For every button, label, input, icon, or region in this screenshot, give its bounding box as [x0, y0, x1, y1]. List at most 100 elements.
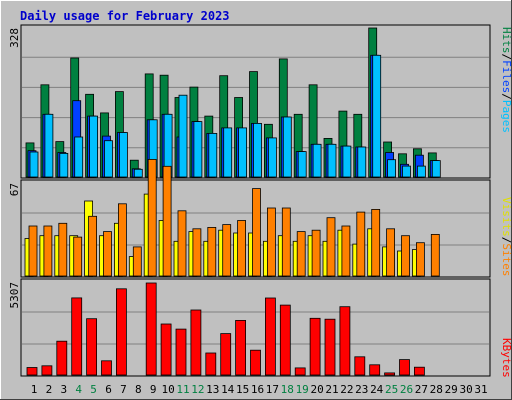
sites-bar [266, 207, 276, 277]
x-tick-label: 23 [355, 383, 368, 396]
sites-bar [296, 231, 306, 277]
pages-bar [312, 143, 322, 178]
legend-separator: / [500, 237, 512, 244]
kbytes-bar [399, 359, 410, 376]
legend-files: Files [500, 60, 512, 93]
pages-bar [387, 159, 397, 178]
pages-bar [327, 143, 337, 178]
sites-bar [207, 226, 217, 277]
sites-bar [132, 246, 142, 277]
sites-bar [386, 228, 396, 277]
pages-bar [178, 94, 188, 178]
x-tick-label: 11 [176, 383, 189, 396]
kbytes-legend: KBytes [500, 338, 512, 378]
x-tick-label: 8 [135, 383, 142, 396]
kbytes-bar [279, 304, 291, 376]
x-tick-label: 1 [31, 383, 38, 396]
sites-bar [371, 208, 381, 277]
kbytes-bar [205, 352, 217, 376]
sites-legend: Visits/Sites [500, 197, 512, 277]
x-tick-label: 18 [281, 383, 294, 396]
x-tick-label: 31 [474, 383, 487, 396]
pages-bar [59, 152, 69, 178]
pages-bar [104, 140, 113, 178]
pages-bar [431, 160, 441, 178]
hits-ymax-label: 328 [8, 28, 21, 48]
kbytes-bar [324, 318, 336, 376]
x-tick-label: 27 [415, 383, 428, 396]
pages-bar [89, 115, 98, 178]
x-tick-label: 12 [191, 383, 204, 396]
legend-sites: Sites [500, 243, 512, 276]
x-tick-label: 26 [400, 383, 413, 396]
legend-separator: / [500, 54, 512, 61]
sites-bar [147, 158, 157, 277]
sites-bar [28, 225, 38, 277]
kbytes-bar [145, 282, 157, 376]
kbytes-bar [56, 340, 68, 376]
x-tick-label: 2 [46, 383, 53, 396]
x-tick-label: 16 [251, 383, 264, 396]
x-tick-label: 9 [150, 383, 157, 396]
legend-visits: Visits [500, 197, 512, 237]
chart-title: Daily usage for February 2023 [20, 9, 230, 23]
pages-bar [29, 151, 39, 178]
pages-bar [133, 168, 143, 178]
pages-bar [208, 132, 218, 178]
pages-bar [223, 127, 233, 178]
kbytes-bar [86, 318, 97, 376]
kbytes-bar [26, 367, 38, 376]
kbytes-bar [339, 306, 351, 376]
sites-bar [252, 188, 261, 277]
kbytes-bar [250, 349, 261, 376]
sites-bar [326, 217, 336, 277]
pages-bar [74, 136, 84, 178]
kbytes-bar [384, 372, 396, 376]
kbytes-bar [264, 297, 276, 376]
pages-bar [282, 116, 292, 178]
x-tick-label: 3 [60, 383, 67, 396]
pages-bar [342, 145, 352, 178]
x-tick-label: 14 [221, 383, 235, 396]
sites-bar [73, 236, 83, 277]
x-tick-label: 25 [385, 383, 398, 396]
legend-kbytes: KBytes [500, 338, 512, 378]
x-tick-label: 15 [236, 383, 249, 396]
kbytes-bar [71, 297, 83, 376]
sites-bar [103, 231, 112, 277]
sites-bar [192, 228, 202, 277]
x-tick-label: 29 [445, 383, 458, 396]
sites-bar [341, 225, 351, 277]
x-tick-label: 24 [370, 383, 384, 396]
sites-bar [88, 215, 97, 277]
x-tick-label: 17 [266, 383, 279, 396]
sites-ymax-label: 67 [8, 183, 21, 196]
pages-bar [119, 132, 128, 178]
pages-bar [416, 165, 426, 178]
pages-bar [402, 165, 411, 178]
x-tick-label: 22 [340, 383, 353, 396]
x-tick-label: 4 [75, 383, 82, 396]
x-tick-label: 30 [459, 383, 472, 396]
legend-pages: Pages [500, 100, 512, 133]
sites-bar [222, 224, 232, 277]
x-tick-label: 20 [310, 383, 323, 396]
pages-bar [267, 137, 277, 178]
pages-bar [297, 151, 307, 178]
pages-bar [372, 54, 382, 178]
x-tick-label: 5 [90, 383, 97, 396]
sites-bar [237, 220, 247, 277]
legend-hits: Hits [500, 27, 512, 54]
kbytes-bar [294, 367, 306, 376]
pages-bar [193, 121, 203, 178]
sites-bar [118, 203, 127, 277]
kbytes-bar [309, 317, 321, 376]
sites-bar [401, 235, 410, 277]
sites-bars [24, 158, 440, 277]
x-tick-label: 7 [120, 383, 127, 396]
sites-bar [281, 207, 291, 277]
kbytes-bar [190, 309, 202, 376]
kbytes-ymax-label: 5307 [8, 282, 21, 309]
pages-bar [253, 123, 262, 178]
